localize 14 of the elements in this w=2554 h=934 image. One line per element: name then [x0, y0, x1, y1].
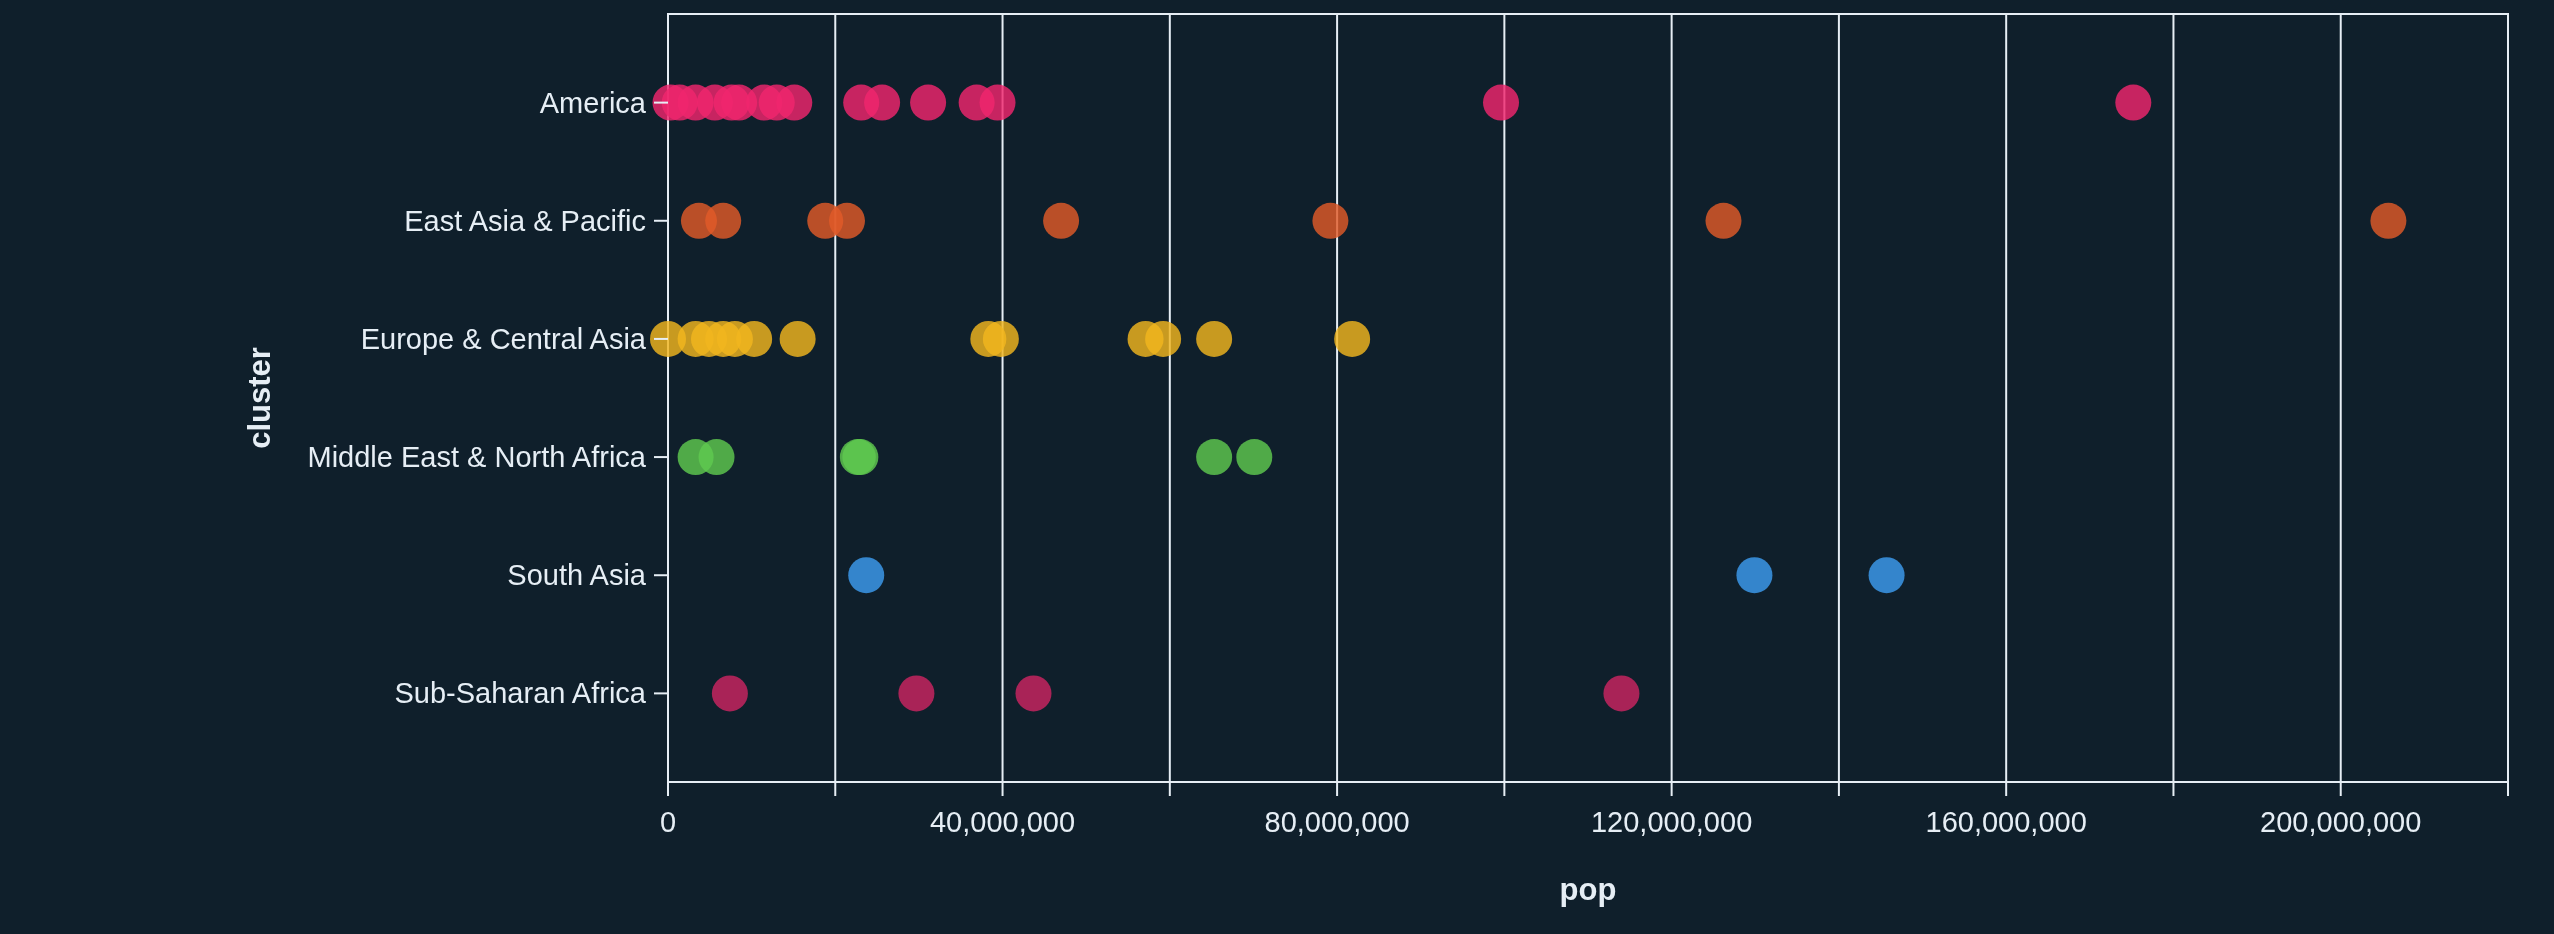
y-tick-label: Europe & Central Asia	[360, 322, 647, 355]
y-tick-label: Sub-Saharan Africa	[394, 677, 647, 710]
x-tick-label: 40,000,000	[929, 806, 1076, 838]
y-tick-label: America	[539, 86, 647, 119]
y-tick-label: Middle East & North Africa	[307, 441, 647, 474]
y-axis-title: cluster	[242, 347, 277, 449]
y-tick-label: East Asia & Pacific	[404, 204, 646, 237]
y-tick-label: South Asia	[507, 559, 647, 592]
x-tick-label: 80,000,000	[1264, 806, 1410, 838]
x-tick-label: 120,000,000	[1591, 806, 1753, 838]
x-axis-title: pop	[1559, 872, 1617, 907]
x-tick-label: 0	[659, 806, 677, 838]
x-tick-label: 160,000,000	[1925, 806, 2087, 838]
x-tick-label: 200,000,000	[2260, 806, 2422, 838]
